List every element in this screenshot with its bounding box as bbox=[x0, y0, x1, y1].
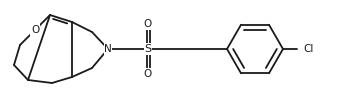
Text: Cl: Cl bbox=[303, 44, 313, 54]
Text: S: S bbox=[144, 44, 152, 54]
Text: O: O bbox=[31, 25, 39, 35]
Text: O: O bbox=[144, 69, 152, 79]
Text: N: N bbox=[104, 44, 112, 54]
Text: O: O bbox=[144, 19, 152, 29]
